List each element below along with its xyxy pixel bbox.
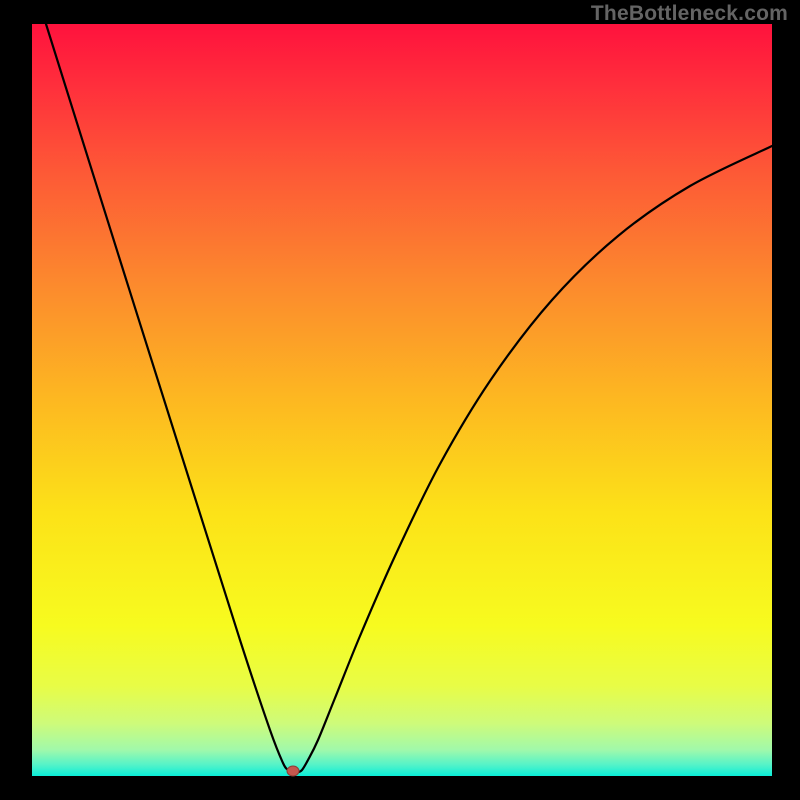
chart-container: { "canvas": { "width": 800, "height": 80… — [0, 0, 800, 800]
bottleneck-chart — [0, 0, 800, 800]
optimum-marker — [287, 766, 299, 776]
watermark-text: TheBottleneck.com — [591, 2, 788, 26]
plot-background — [32, 24, 772, 776]
